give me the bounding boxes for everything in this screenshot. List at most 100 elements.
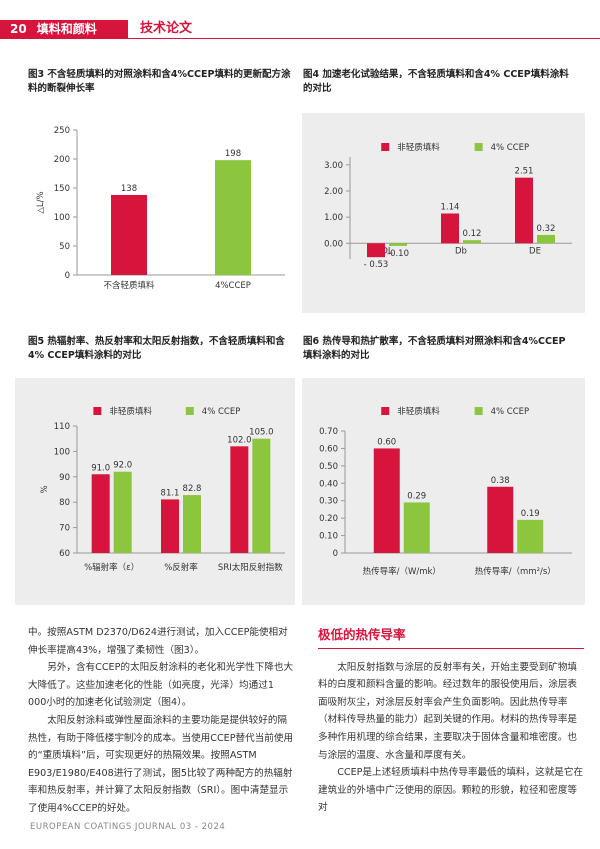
- y-tick-label: 0: [333, 549, 338, 559]
- value-label: 91.0: [91, 463, 110, 473]
- x-tick-label: 不含轻质填料: [103, 280, 155, 291]
- legend-label: 非轻质填料: [397, 142, 440, 153]
- value-label: 138: [121, 184, 137, 194]
- bar: [403, 502, 430, 553]
- y-tick-label: 0.00: [324, 239, 343, 249]
- category: 技术论文: [140, 21, 193, 36]
- figure-caption: 图3 不含轻质填料的对照涂料和含4%CCEP填料的更新配方涂料的断裂伸长率: [28, 69, 291, 94]
- y-tick-label: 0.40: [319, 479, 338, 489]
- section-heading: 极低的热传导率: [318, 626, 584, 649]
- bar: [537, 234, 555, 244]
- bar: [441, 213, 459, 244]
- y-tick-label: 80: [59, 498, 70, 508]
- chart: 0.00 1.00 2.00 3.00 DL - 0.53-0.10 Db 1.14 0.12 D…: [302, 113, 585, 313]
- legend-swatch: [185, 407, 194, 415]
- x-tick-label: SRI太阳反射指数: [218, 562, 283, 573]
- chart: 60 70 80 90 100 110% %辐射率（ε） 91.0 92.0 %反射率 81.1 82…: [15, 378, 295, 605]
- bar: [373, 448, 400, 553]
- figure-caption: 图4 加速老化试验结果，不含轻质填料和含4% CCEP填料涂料的对比: [303, 69, 569, 94]
- chart-bg: [302, 113, 585, 313]
- value-label: 0.32: [537, 224, 556, 234]
- figure-caption: 图6 热传导和热扩散率，不含轻质填料对照涂料和含4%CCEP填料涂料的对比: [303, 336, 566, 361]
- chart: 0 0.10 0.20 0.30 0.40 0.50 0.60 0.70 热传导率/（W/mk）…: [302, 378, 585, 605]
- y-tick-label: 110: [54, 422, 70, 432]
- value-label: - 0.53: [364, 260, 389, 270]
- bar: [389, 243, 407, 246]
- legend-swatch: [381, 143, 390, 151]
- y-tick-label: 0.50: [319, 462, 338, 472]
- footer: EUROPEAN COATINGS JOURNAL 03 - 2024: [30, 822, 226, 832]
- header-rule: [0, 38, 600, 39]
- bar: [487, 486, 514, 553]
- y-tick-label: 70: [59, 524, 70, 534]
- bar: [463, 240, 481, 244]
- y-tick-label: 150: [54, 184, 70, 194]
- legend-label: 4% CCEP: [202, 407, 241, 417]
- y-tick-label: 0.60: [319, 444, 338, 454]
- header-bar: 20 填料和颜料: [0, 20, 128, 38]
- value-label: 105.0: [249, 428, 273, 438]
- y-tick-label: 90: [59, 473, 70, 483]
- value-label: 0.38: [491, 476, 510, 486]
- legend-swatch: [93, 407, 102, 415]
- bar: [367, 243, 385, 258]
- y-tick-label: 250: [54, 126, 70, 136]
- bar: [183, 495, 201, 553]
- y-tick-label: 0.10: [319, 532, 338, 542]
- bar: [230, 446, 249, 553]
- value-label: 0.60: [377, 437, 396, 447]
- value-label: 0.29: [407, 491, 426, 501]
- value-label: 0.19: [521, 509, 540, 519]
- value-label: 81.1: [161, 488, 180, 498]
- bar: [91, 474, 110, 553]
- value-label: -0.10: [387, 249, 409, 259]
- section: 填料和颜料: [36, 22, 97, 36]
- y-tick-label: 2.00: [324, 187, 343, 197]
- bar: [113, 471, 132, 553]
- value-label: 92.0: [113, 461, 132, 471]
- y-tick-label: 200: [54, 155, 70, 165]
- x-tick-label: 热传导率/（mm²/s）: [475, 566, 556, 577]
- y-axis-label: △L/%: [36, 191, 46, 213]
- figure-caption: 图5 热辐射率、热反射率和太阳反射指数，不含轻质填料和含4% CCEP填料涂料的…: [28, 336, 285, 361]
- value-label: 82.8: [183, 484, 202, 494]
- value-label: 0.12: [463, 229, 482, 239]
- y-tick-label: 100: [54, 213, 70, 223]
- left-column: 中。按照ASTM D2370/D624进行测试，加入CCEP能使相对伸长率提高4…: [28, 624, 294, 818]
- legend-swatch: [381, 407, 390, 415]
- paragraph: 太阳反射涂料或弹性屋面涂料的主要功能是提供较好的隔热性，有助于降低楼宇制冷的成本…: [28, 714, 294, 814]
- legend-label: 非轻质填料: [397, 406, 440, 417]
- x-tick-label: 4%CCEP: [215, 281, 251, 291]
- x-tick-label: %辐射率（ε）: [84, 562, 139, 573]
- bar: [215, 160, 251, 275]
- value-label: 102.0: [227, 435, 251, 445]
- y-axis-label: %: [40, 485, 50, 493]
- legend-label: 4% CCEP: [491, 407, 530, 417]
- x-tick-label: %反射率: [164, 562, 198, 573]
- y-tick-label: 0.20: [319, 514, 338, 524]
- paragraph: 另外，含有CCEP的太阳反射涂料的老化和光学性下降也大大降低了。这些加速老化的性…: [28, 662, 294, 709]
- x-tick-label: 热传导率/（W/mk）: [363, 566, 441, 577]
- chart-bg: [302, 378, 585, 605]
- bar: [111, 194, 147, 275]
- y-tick-label: 3.00: [324, 161, 343, 171]
- paragraph: CCEP是上述轻质填料中热传导率最低的填料，这就是它在建筑业的外墙中广泛使用的原…: [318, 767, 584, 814]
- x-tick-label: Db: [455, 246, 467, 256]
- y-tick-label: 100: [54, 447, 70, 457]
- bar: [517, 519, 544, 553]
- y-tick-label: 60: [59, 549, 70, 559]
- bar: [161, 499, 179, 553]
- paragraph: 太阳反射指数与涂层的反射率有关，开始主要受到矿物填料的白度和颜料含量的影响。经过…: [318, 661, 578, 761]
- y-tick-label: 0: [65, 271, 70, 281]
- value-label: 1.14: [441, 202, 460, 212]
- legend-swatch: [474, 143, 483, 151]
- legend-label: 非轻质填料: [109, 406, 152, 417]
- y-tick-label: 0.30: [319, 497, 338, 507]
- y-tick-label: 1.00: [324, 213, 343, 223]
- y-tick-label: 50: [59, 242, 70, 252]
- bar: [252, 438, 271, 553]
- bar: [515, 177, 533, 244]
- paragraph: 中。按照ASTM D2370/D624进行测试，加入CCEP能使相对伸长率提高4…: [28, 627, 288, 656]
- x-tick-label: DE: [529, 246, 541, 256]
